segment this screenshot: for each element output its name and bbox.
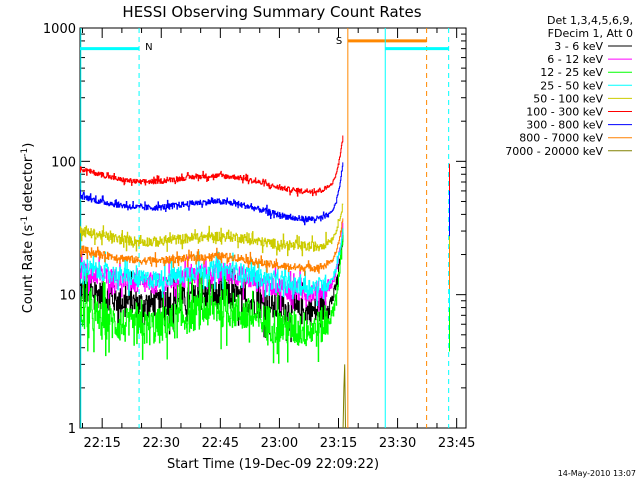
x-tick-label: 22:15 [83, 436, 120, 451]
legend-label: 100 - 300 keV [526, 106, 603, 119]
saa-annotation-label: S [336, 36, 342, 47]
series-line-8 [342, 364, 346, 429]
x-axis-label: Start Time (19-Dec-09 22:09:22) [167, 457, 379, 472]
y-tick-label: 1 [68, 422, 76, 437]
legend-label: 25 - 50 keV [540, 79, 603, 92]
legend-label: 800 - 7000 keV [519, 132, 603, 145]
x-tick-label: 23:45 [438, 436, 475, 451]
y-tick-label: 1000 [43, 22, 76, 37]
footer-date: 14-May-2010 13:07 [558, 469, 636, 478]
x-tick-label: 23:00 [261, 436, 298, 451]
y-tick-label: 10 [59, 289, 76, 304]
series-line-5 [80, 135, 450, 209]
x-tick-label: 22:30 [143, 436, 180, 451]
series-lines [80, 135, 450, 429]
plot-frame [79, 27, 467, 429]
y-tick-label: 100 [51, 155, 76, 170]
legend-label: 12 - 25 keV [540, 66, 603, 79]
x-tick-label: 23:30 [379, 436, 416, 451]
y-axis-label: Count Rate (s-1 detector-1) [20, 143, 36, 314]
legend-label: 6 - 12 keV [547, 53, 603, 66]
x-tick-label: 22:45 [202, 436, 239, 451]
axis-ticks: 1 10 100 1000 22:15 22:30 22:45 23:00 23:15 23:30… [43, 22, 475, 451]
legend-header-line1: Det 1,3,4,5,6,9, [547, 14, 633, 27]
attenuator-spans: NS [80, 28, 450, 428]
series-line-7 [80, 218, 450, 290]
legend-header-line2: FDecim 1, Att 0 [548, 27, 633, 40]
night-annotation-label: N [145, 42, 152, 53]
legend-label: 7000 - 20000 keV [505, 145, 603, 158]
legend-label: 3 - 6 keV [554, 40, 603, 53]
legend-label: 50 - 100 keV [533, 92, 603, 105]
series-line-6 [80, 162, 450, 237]
legend-label: 300 - 800 keV [526, 119, 603, 132]
chart-title: HESSI Observing Summary Count Rates [122, 3, 421, 21]
x-tick-label: 23:15 [320, 436, 357, 451]
